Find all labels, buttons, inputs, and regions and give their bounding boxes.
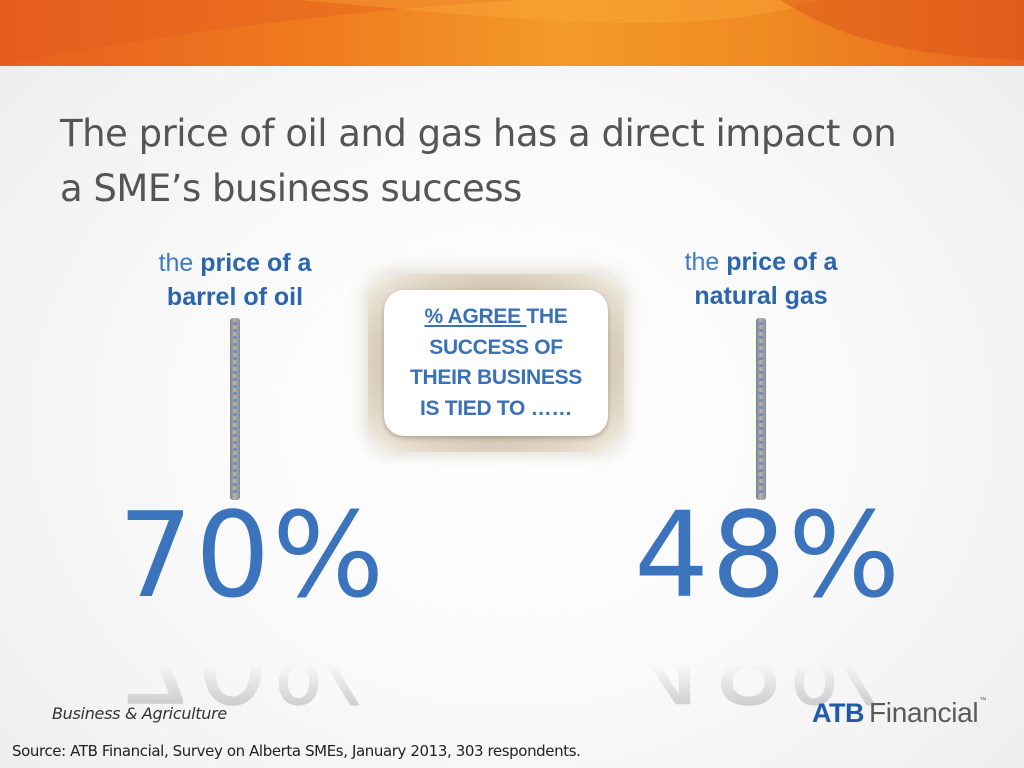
oil-label-strong-2: barrel of oil [166, 283, 304, 311]
logo-financial: Financial [869, 697, 979, 728]
oil-label: the price of a barrel of oil [130, 246, 340, 314]
gas-percent: 48% [634, 486, 903, 624]
oil-connector [230, 318, 240, 500]
callout-underlined: % AGREE [424, 305, 527, 328]
callout-line-4: IS TIED TO …… [419, 396, 573, 420]
callout-line-3: THEIR BUSINESS [410, 366, 582, 389]
source-note: Source: ATB Financial, Survey on Alberta… [12, 742, 581, 760]
callout-text: % AGREE THE SUCCESS OF THEIR BUSINESS IS… [384, 302, 608, 424]
gas-label-strong-1: price of a [726, 248, 838, 276]
callout-line-1: % AGREE THE [384, 302, 608, 333]
callout-line-1-rest: THE [526, 305, 568, 328]
oil-percent: 70% [118, 486, 387, 624]
logo-trademark: ™ [979, 697, 987, 704]
oil-percent-reflection: 70% [118, 590, 387, 728]
gas-label: the price of a natural gas [656, 245, 866, 313]
division-label: Business & Agriculture [52, 704, 227, 723]
logo-atb: ATB [812, 698, 865, 728]
gas-connector [756, 318, 766, 500]
top-banner [0, 0, 1024, 66]
slide-title-line-1: The price of oil and gas has a direct im… [60, 112, 897, 155]
oil-label-strong-1: price of a [200, 249, 312, 277]
atb-financial-logo: ATB Financial™ [812, 697, 986, 729]
callout-box [384, 290, 608, 436]
slide-title: The price of oil and gas has a direct im… [60, 106, 960, 216]
oil-label-prefix: the [158, 249, 194, 277]
callout-line-2: SUCCESS OF [429, 335, 563, 359]
gas-label-strong-2: natural gas [694, 282, 828, 310]
gas-label-prefix: the [684, 248, 720, 276]
slide-title-line-2: a SME’s business success [60, 167, 522, 210]
banner-swoosh [0, 0, 1024, 66]
